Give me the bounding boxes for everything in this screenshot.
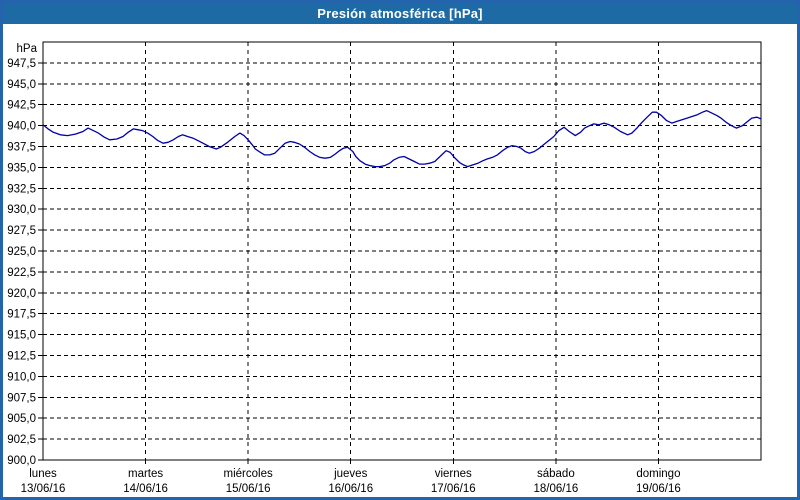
x-tick-label-day: domingo <box>636 468 680 480</box>
x-tick-label-date: 17/06/16 <box>431 483 476 495</box>
y-tick-label: 945,0 <box>7 79 36 91</box>
y-tick-label: 910,0 <box>7 371 36 383</box>
y-axis-unit-label: hPa <box>17 43 38 55</box>
x-tick-label-date: 13/06/16 <box>21 483 66 495</box>
y-tick-label: 935,0 <box>7 162 36 174</box>
chart-title-bar: Presión atmosférica [hPa] <box>3 3 797 24</box>
y-tick-label: 942,5 <box>7 100 36 112</box>
pressure-line <box>42 109 762 168</box>
y-tick-label: 932,5 <box>7 183 36 195</box>
y-tick-label: 927,5 <box>7 225 36 237</box>
y-tick-label: 917,5 <box>7 309 36 321</box>
y-tick-label: 907,5 <box>7 392 36 404</box>
y-tick-label: 947,5 <box>7 58 36 70</box>
x-tick-label-day: miércoles <box>224 468 273 480</box>
chart-title: Presión atmosférica [hPa] <box>317 6 483 21</box>
y-tick-label: 915,0 <box>7 330 36 342</box>
y-tick-label: 930,0 <box>7 204 36 216</box>
y-tick-label: 905,0 <box>7 413 36 425</box>
x-tick-label-day: sábado <box>537 468 575 480</box>
y-tick-label: 922,5 <box>7 267 36 279</box>
y-tick-label: 937,5 <box>7 142 36 154</box>
plot-area <box>42 41 762 461</box>
y-tick-label: 900,0 <box>7 455 36 467</box>
y-tick-label: 912,5 <box>7 351 36 363</box>
y-tick-label: 940,0 <box>7 121 36 133</box>
x-tick-label-date: 14/06/16 <box>123 483 168 495</box>
x-tick-label-date: 19/06/16 <box>636 483 681 495</box>
y-tick-label: 925,0 <box>7 246 36 258</box>
x-tick-label-day: lunes <box>29 468 57 480</box>
y-tick-label: 920,0 <box>7 288 36 300</box>
x-tick-label-date: 16/06/16 <box>328 483 373 495</box>
x-tick-label-date: 15/06/16 <box>226 483 271 495</box>
x-tick-label-day: jueves <box>333 468 367 480</box>
x-tick-label-day: martes <box>128 468 163 480</box>
x-tick-label-date: 18/06/16 <box>533 483 578 495</box>
y-tick-label: 902,5 <box>7 434 36 446</box>
x-tick-label-day: viernes <box>435 468 472 480</box>
